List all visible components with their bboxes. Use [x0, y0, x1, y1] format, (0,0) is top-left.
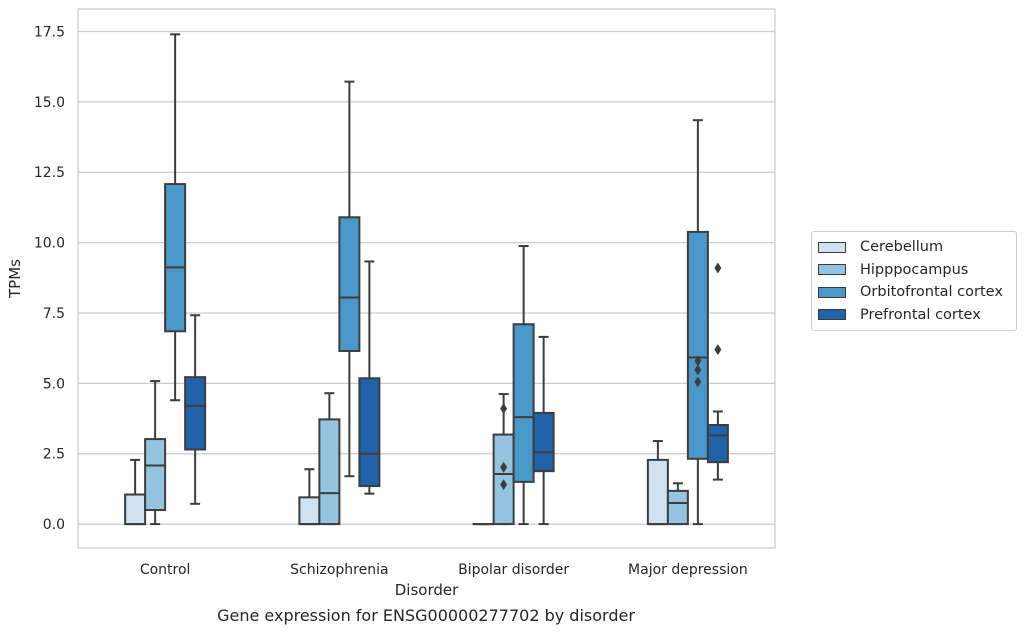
legend-label: Hipppocampus	[860, 261, 969, 278]
legend-label: Cerebellum	[860, 239, 944, 256]
box-iqr	[358, 377, 381, 488]
x-tick-label: Control	[140, 562, 191, 578]
box-3-1	[666, 482, 689, 526]
box-iqr	[666, 489, 689, 526]
box-iqr	[184, 376, 207, 451]
outlier-marker	[500, 403, 508, 415]
x-tick-label: Major depression	[628, 562, 748, 578]
x-tick-label: Bipolar disorder	[458, 562, 569, 578]
x-tick-labels: Control Schizophrenia Bipolar disorder Majo…	[140, 562, 748, 578]
box-3-2	[686, 119, 709, 526]
box-0-3	[184, 314, 207, 505]
box-iqr	[144, 438, 167, 512]
box-1-3	[358, 260, 381, 495]
y-tick-label: 17.5	[34, 25, 65, 41]
legend-item-orbitofrontal-cortex: Orbitofrontal cortex	[812, 281, 1016, 304]
outlier-marker	[714, 262, 722, 274]
box-2-2	[512, 244, 535, 526]
y-tick-label: 0.0	[43, 517, 65, 533]
box-iqr	[532, 411, 555, 473]
box-0-0	[124, 458, 147, 526]
y-tick-label: 7.5	[43, 306, 65, 322]
box-1-0	[298, 468, 321, 526]
y-tick-label: 10.0	[34, 236, 65, 252]
box-iqr	[124, 493, 147, 526]
box-0-2	[164, 33, 187, 402]
box-0-1	[144, 380, 167, 526]
legend-label: Prefrontal cortex	[860, 306, 981, 323]
outlier-marker	[694, 364, 702, 376]
y-axis-label: TPMs	[6, 259, 24, 299]
box-iqr	[706, 424, 729, 464]
y-tick-labels: 0.0 2.5 5.0 7.5 10.0 12.5 15.0 17.5	[34, 25, 65, 534]
box-iqr	[512, 323, 535, 483]
y-tick-label: 5.0	[43, 376, 65, 392]
chart-caption: Gene expression for ENSG00000277702 by d…	[217, 606, 635, 625]
y-tick-label: 2.5	[43, 447, 65, 463]
x-tick-label: Schizophrenia	[290, 562, 388, 578]
box-iqr	[298, 496, 321, 526]
legend-swatch	[818, 264, 846, 276]
box-2-3	[532, 335, 555, 526]
legend-swatch	[818, 286, 846, 298]
legend-item-prefrontal-cortex: Prefrontal cortex	[812, 304, 1016, 327]
y-tick-label: 12.5	[34, 165, 65, 181]
boxes	[124, 33, 729, 526]
box-iqr	[338, 216, 361, 352]
box-iqr	[318, 418, 341, 526]
legend-swatch	[818, 309, 846, 321]
box-3-0	[646, 440, 669, 526]
box-1-2	[338, 80, 361, 478]
plot-frame	[77, 8, 776, 549]
legend-item-cerebellum: Cerebellum	[812, 236, 1016, 259]
outlier-marker	[714, 344, 722, 356]
box-iqr	[686, 230, 709, 460]
box-3-3	[706, 262, 729, 481]
box-1-1	[318, 392, 341, 526]
box-2-1	[492, 393, 515, 526]
legend-swatch	[818, 241, 846, 253]
outlier-marker	[500, 461, 508, 473]
box-iqr	[164, 183, 187, 333]
legend-label: Orbitofrontal cortex	[860, 284, 1003, 301]
legend-item-hippocampus: Hipppocampus	[812, 259, 1016, 282]
outlier-marker	[694, 355, 702, 367]
outlier-marker	[500, 479, 508, 491]
box-iqr	[646, 458, 669, 526]
x-axis-label: Disorder	[395, 581, 459, 599]
outlier-marker	[694, 376, 702, 388]
y-tick-label: 15.0	[34, 95, 65, 111]
legend: Cerebellum Hipppocampus Orbitofrontal co…	[811, 231, 1017, 331]
